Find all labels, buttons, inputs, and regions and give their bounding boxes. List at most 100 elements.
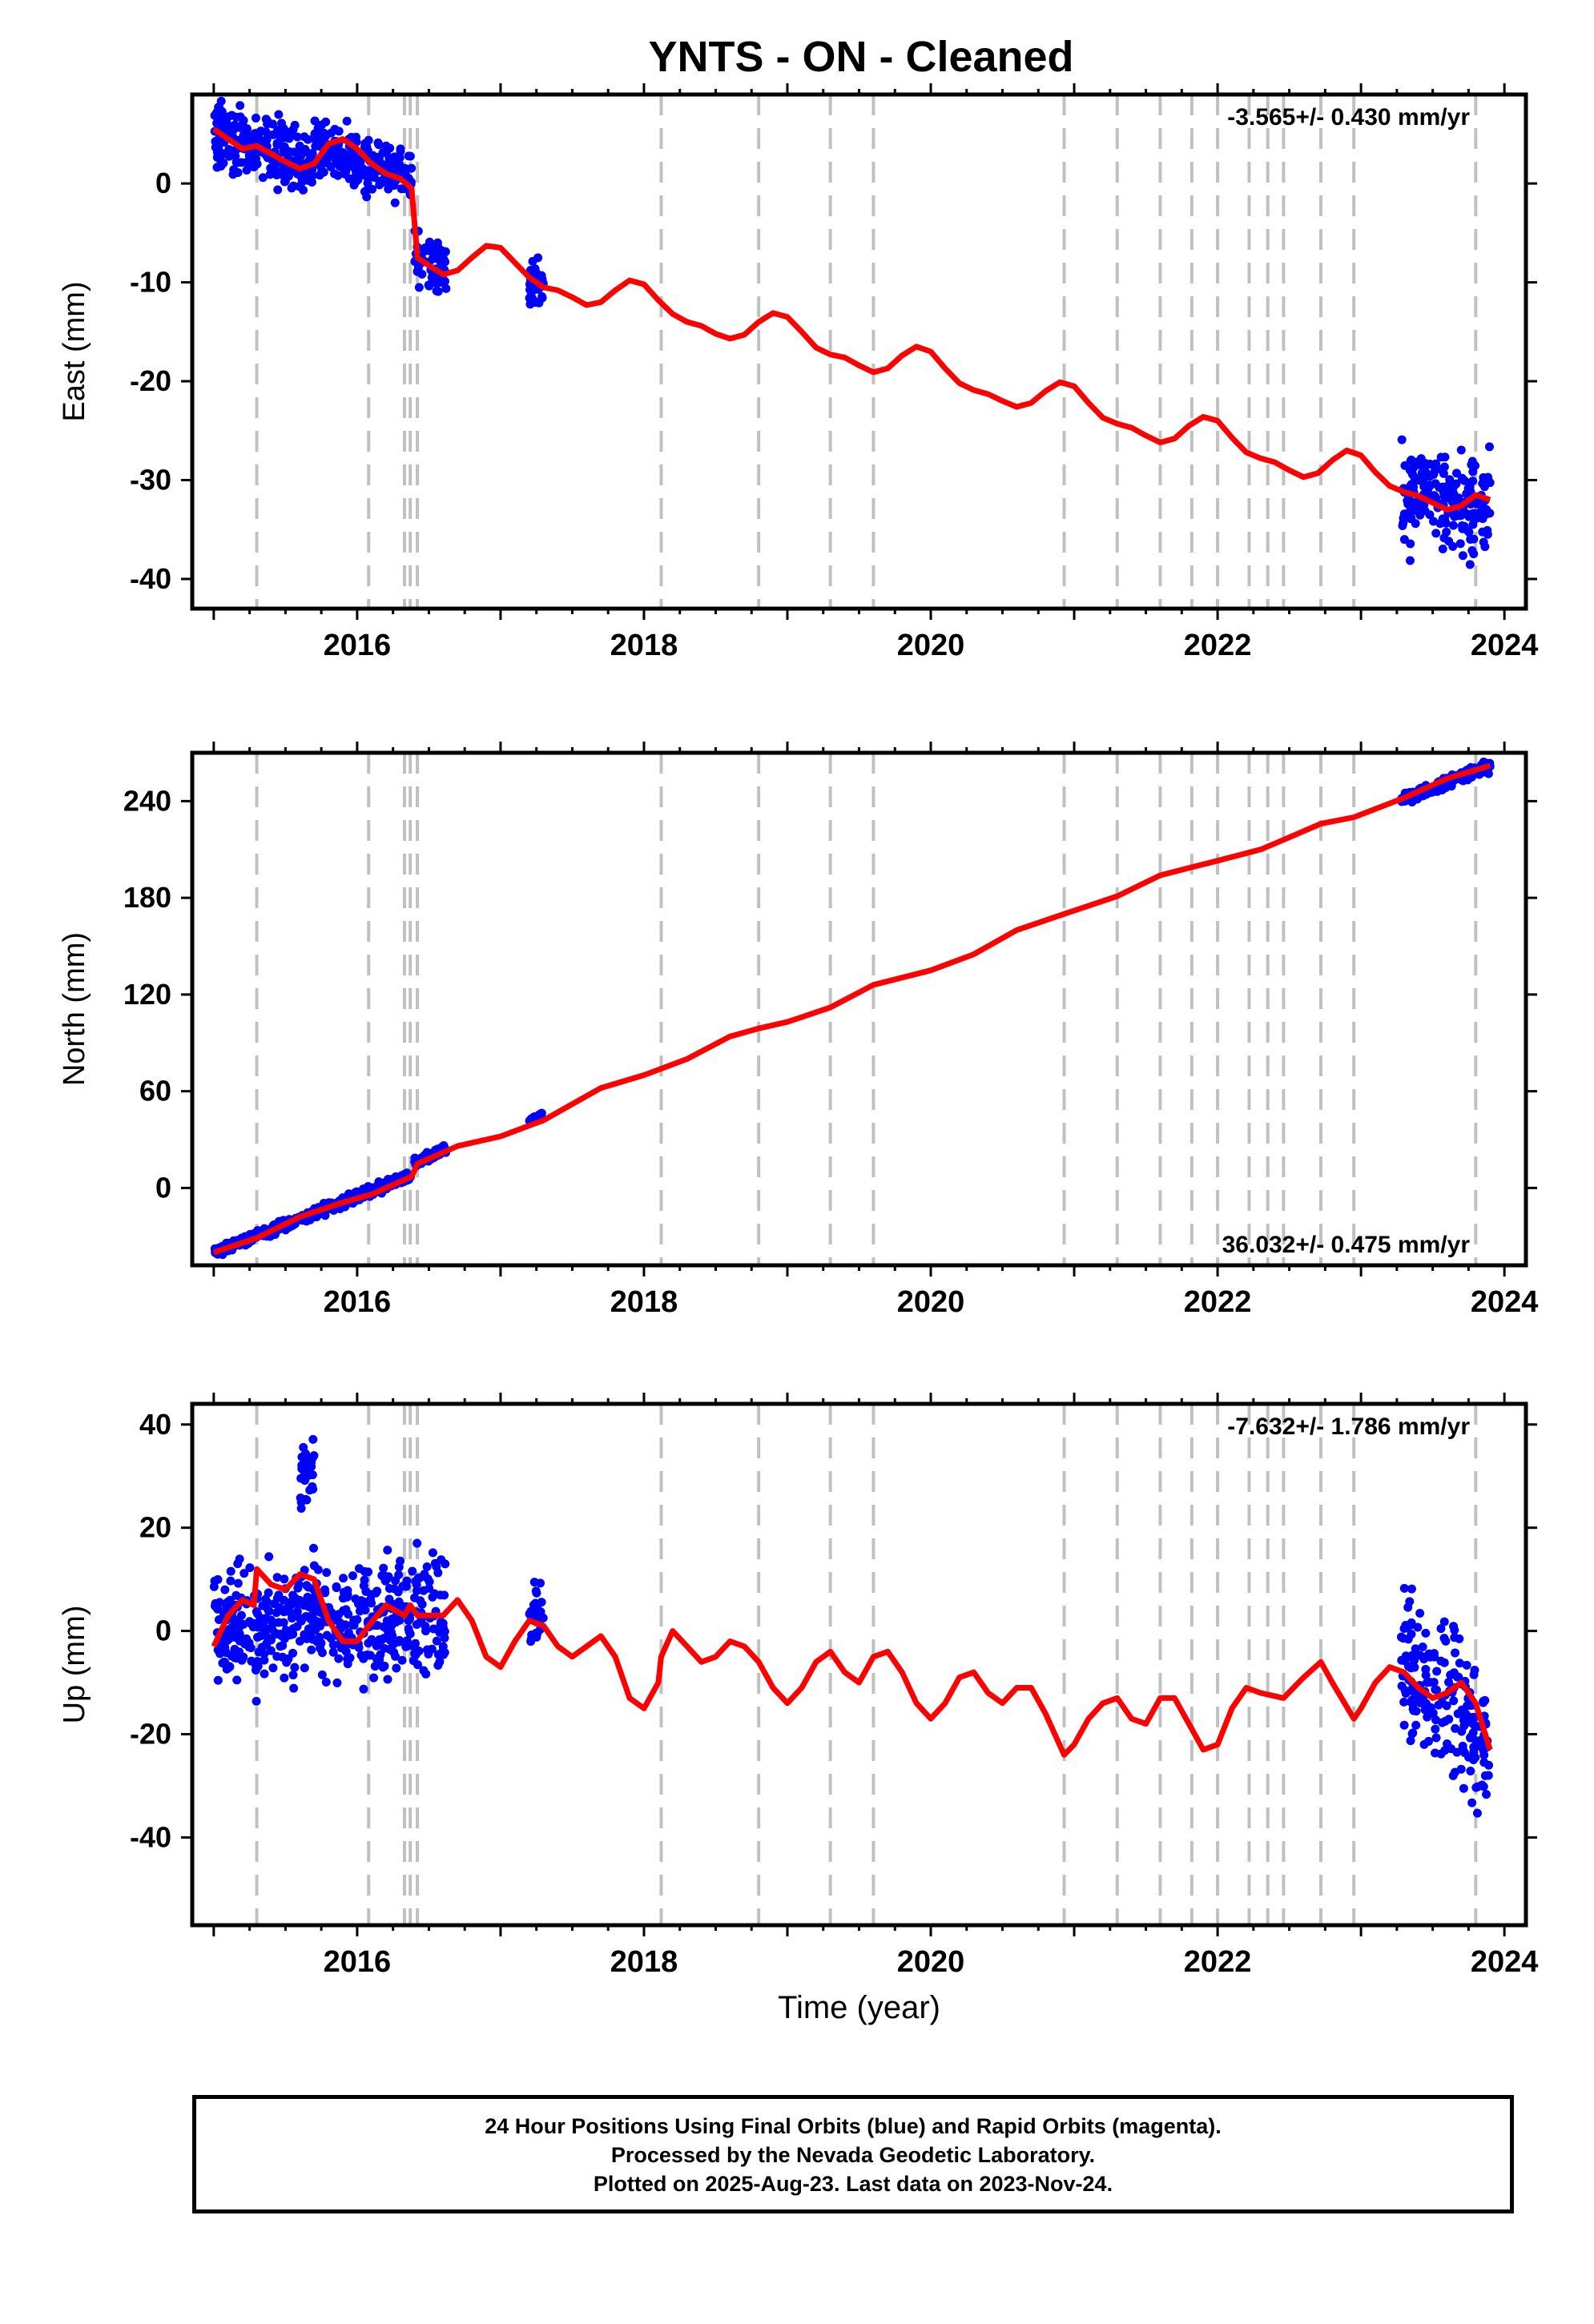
data-point	[1450, 1633, 1459, 1642]
data-point	[396, 147, 405, 156]
data-point	[394, 1570, 404, 1580]
plot-frame	[190, 1401, 1528, 1928]
data-point	[1396, 1632, 1406, 1642]
data-point	[1430, 466, 1439, 476]
data-point	[242, 166, 252, 175]
data-point	[307, 177, 316, 187]
data-point	[279, 145, 288, 155]
data-point	[1468, 520, 1478, 529]
data-point	[417, 269, 427, 279]
data-point	[423, 1574, 433, 1583]
data-point	[533, 253, 543, 263]
data-point	[349, 1620, 359, 1630]
data-point	[1448, 487, 1458, 497]
data-point	[274, 110, 284, 119]
data-point	[1459, 521, 1469, 531]
data-point	[278, 1652, 288, 1662]
data-point	[239, 1619, 248, 1629]
data-point	[401, 163, 410, 173]
data-point	[1451, 1723, 1460, 1733]
data-point	[276, 119, 286, 128]
data-point	[310, 116, 320, 126]
data-point	[437, 259, 446, 268]
data-point	[1479, 1751, 1489, 1760]
data-point	[260, 1655, 269, 1665]
data-point	[364, 1181, 373, 1191]
data-point	[321, 1678, 331, 1687]
data-point	[339, 1574, 348, 1583]
x-tick-label: 2016	[324, 1945, 392, 1979]
data-point	[288, 125, 298, 135]
data-point	[364, 1567, 373, 1577]
data-point	[432, 250, 441, 259]
x-tick-label: 2024	[1471, 1285, 1539, 1319]
data-point	[1431, 479, 1440, 489]
data-point	[268, 130, 278, 139]
data-point	[1424, 1649, 1434, 1659]
data-point	[424, 280, 433, 290]
data-point	[435, 1627, 445, 1637]
data-point	[1399, 1583, 1409, 1593]
data-point	[1403, 1622, 1413, 1631]
data-point	[321, 117, 331, 127]
data-point	[304, 1582, 313, 1592]
data-point	[248, 158, 258, 167]
data-point	[1407, 1695, 1417, 1705]
data-point	[1411, 1720, 1421, 1730]
x-tick-label: 2022	[1184, 629, 1252, 662]
data-point	[240, 1569, 249, 1578]
data-point	[220, 1585, 230, 1594]
data-point	[306, 1623, 316, 1633]
data-point	[1439, 462, 1449, 472]
data-point	[402, 1636, 412, 1646]
data-point	[527, 1630, 537, 1639]
data-point	[1442, 1701, 1451, 1711]
data-point	[317, 1648, 327, 1658]
data-point	[264, 1624, 274, 1634]
data-point	[404, 1616, 413, 1626]
data-point	[1401, 1688, 1411, 1698]
panel-east: -40 -30 -20 -10 0 2016 2018 2020 2022 2024 East (m…	[58, 83, 1538, 662]
data-point	[300, 1663, 309, 1673]
data-point	[317, 1670, 327, 1679]
data-point	[296, 1498, 306, 1507]
data-point	[259, 1630, 268, 1639]
data-point	[368, 184, 377, 194]
y-tick-label: -20	[130, 1718, 171, 1751]
data-point	[1428, 786, 1438, 796]
data-point	[288, 1648, 298, 1658]
data-point	[1403, 1634, 1413, 1644]
data-point	[322, 1630, 332, 1640]
data-point	[214, 103, 223, 112]
data-point	[1411, 1644, 1420, 1654]
data-point	[343, 1590, 352, 1599]
plots-canvas: -40 -30 -20 -10 0 2016 2018 2020 2022 2024 East (m…	[58, 83, 1539, 2025]
data-point	[235, 101, 245, 111]
data-point	[414, 283, 424, 292]
data-point	[310, 130, 320, 139]
data-point	[251, 1665, 260, 1675]
data-point	[1425, 510, 1435, 520]
data-point	[1464, 1752, 1474, 1762]
data-point	[260, 1669, 269, 1679]
data-point	[248, 1622, 258, 1632]
data-point	[251, 113, 260, 123]
data-point	[258, 136, 268, 146]
data-point	[1442, 527, 1451, 537]
data-point	[428, 1592, 437, 1602]
data-point	[1469, 1670, 1479, 1679]
data-point	[1407, 1663, 1416, 1672]
data-point	[341, 167, 351, 176]
data-point	[1465, 560, 1475, 569]
data-point	[1450, 495, 1459, 505]
data-point	[428, 1548, 437, 1558]
data-point	[1443, 1739, 1452, 1749]
data-point	[241, 158, 251, 167]
data-point	[328, 1647, 338, 1657]
data-point	[320, 1588, 330, 1598]
data-point	[263, 1598, 272, 1607]
data-point	[1431, 1715, 1440, 1725]
data-point	[1405, 556, 1415, 565]
data-point	[413, 1538, 422, 1548]
data-point	[348, 1571, 357, 1581]
